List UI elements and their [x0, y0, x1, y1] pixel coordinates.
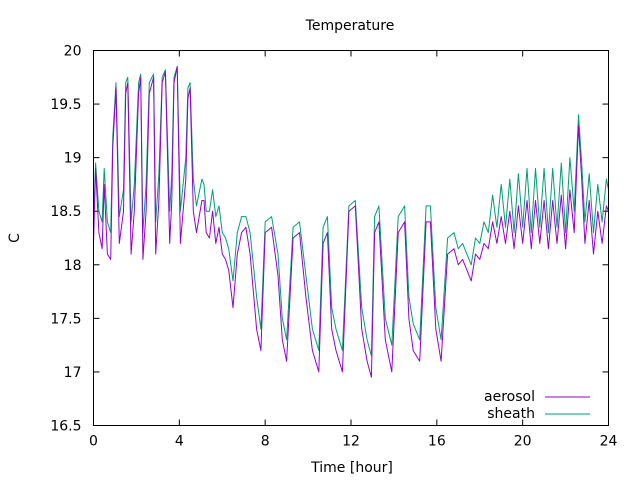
y-tick-label: 19.5	[50, 97, 81, 113]
series-line-aerosol	[93, 66, 609, 378]
x-tick-label: 8	[261, 434, 270, 450]
plot-lines	[93, 66, 609, 378]
series-line-sheath	[93, 66, 609, 357]
x-tick-label: 4	[175, 434, 184, 450]
y-tick-label: 18.5	[50, 204, 81, 220]
x-axis-label: Time [hour]	[310, 460, 393, 476]
y-tick-label: 19	[64, 151, 82, 167]
y-tick-label: 18	[64, 258, 82, 274]
x-tick-label: 12	[342, 434, 360, 450]
y-tick-label: 17.5	[50, 311, 81, 327]
y-tick-label: 16.5	[50, 419, 81, 435]
plot-frame	[93, 50, 609, 426]
x-tick-label: 20	[514, 434, 532, 450]
chart-title: Temperature	[305, 18, 395, 34]
y-tick-label: 17	[64, 365, 82, 381]
x-tick-label: 0	[89, 434, 98, 450]
y-axis-ticks: 16.5 17 17.5 18 18.5 19 19.5 20	[50, 44, 609, 435]
x-axis-ticks: 0 4 8 12 16 20 24	[89, 50, 618, 450]
legend-label-aerosol: aerosol	[484, 389, 535, 405]
legend: aerosol sheath	[484, 389, 590, 422]
y-tick-label: 20	[64, 44, 82, 60]
y-axis-label: C	[7, 233, 23, 243]
legend-label-sheath: sheath	[487, 406, 535, 422]
x-tick-label: 24	[600, 434, 618, 450]
x-tick-label: 16	[428, 434, 446, 450]
